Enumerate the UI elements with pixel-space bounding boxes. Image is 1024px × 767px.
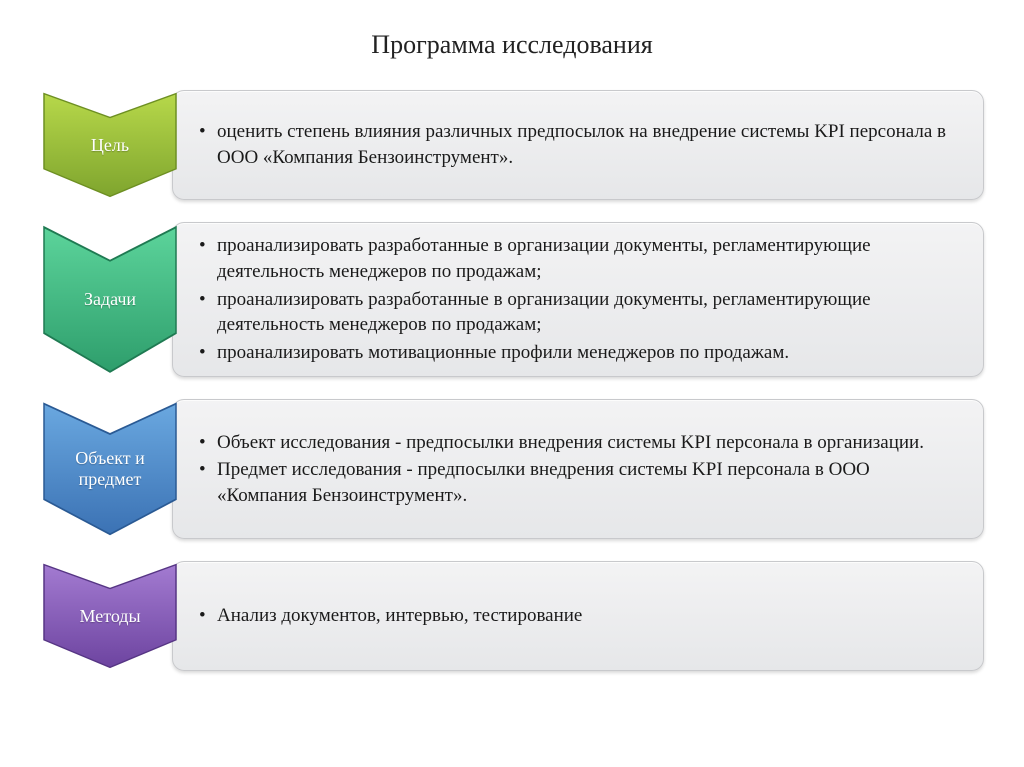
bullet-item: Анализ документов, интервью, тестировани…: [199, 603, 961, 629]
chevron-label: Методы: [73, 606, 146, 627]
chevron-label: Цель: [85, 135, 135, 156]
content-panel: проанализировать разработанные в организ…: [172, 222, 984, 377]
bullet-list: Анализ документов, интервью, тестировани…: [199, 601, 961, 631]
bullet-list: оценить степень влияния различных предпо…: [199, 117, 961, 172]
bullet-list: проанализировать разработанные в организ…: [199, 231, 961, 367]
diagram-row: Методы Анализ документов, интервью, тести…: [40, 561, 984, 671]
chevron-icon: Задачи: [40, 222, 180, 377]
bullet-list: Объект исследования - предпосылки внедре…: [199, 428, 961, 511]
diagram-row: Задачи проанализировать разработанные в о…: [40, 222, 984, 377]
diagram-row: Объект и предмет Объект исследования - пр…: [40, 399, 984, 539]
bullet-item: Предмет исследования - предпосылки внедр…: [199, 457, 961, 508]
chevron-label: Объект и предмет: [40, 448, 180, 489]
content-panel: Объект исследования - предпосылки внедре…: [172, 399, 984, 539]
diagram-row: Цель оценить степень влияния различных пр…: [40, 90, 984, 200]
page-title: Программа исследования: [40, 30, 984, 60]
bullet-item: оценить степень влияния различных предпо…: [199, 119, 961, 170]
bullet-item: проанализировать разработанные в организ…: [199, 233, 961, 284]
bullet-item: Объект исследования - предпосылки внедре…: [199, 430, 961, 456]
chevron-icon: Объект и предмет: [40, 399, 180, 539]
chevron-label: Задачи: [78, 289, 142, 310]
chevron-icon: Цель: [40, 90, 180, 200]
diagram-rows: Цель оценить степень влияния различных пр…: [40, 90, 984, 671]
content-panel: Анализ документов, интервью, тестировани…: [172, 561, 984, 671]
bullet-item: проанализировать мотивационные профили м…: [199, 340, 961, 366]
chevron-icon: Методы: [40, 561, 180, 671]
content-panel: оценить степень влияния различных предпо…: [172, 90, 984, 200]
bullet-item: проанализировать разработанные в организ…: [199, 287, 961, 338]
